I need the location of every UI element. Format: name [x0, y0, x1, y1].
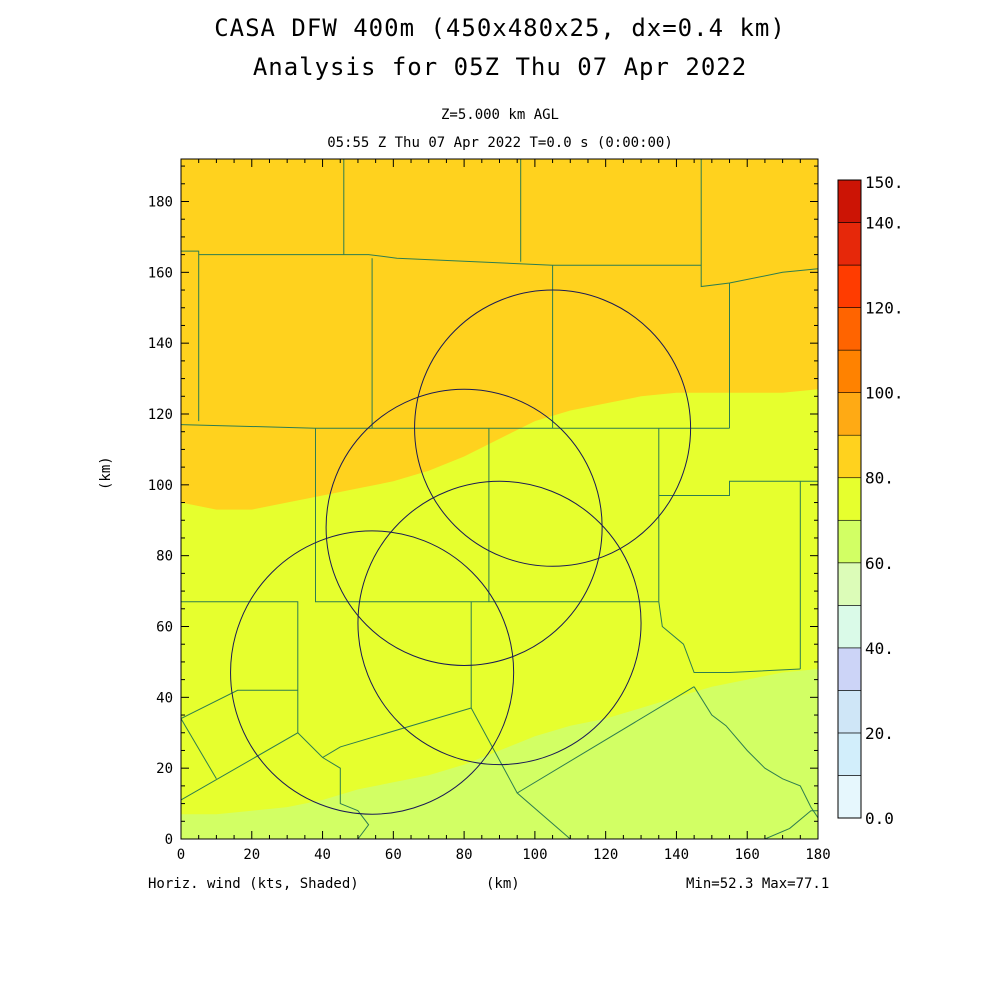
colorbar-swatch — [837, 222, 862, 266]
y-tick-label: 120 — [148, 407, 173, 423]
y-tick-label: 40 — [156, 690, 173, 706]
y-tick-label: 160 — [148, 265, 173, 281]
y-tick-label: 20 — [156, 761, 173, 777]
x-tick-label: 80 — [456, 847, 473, 863]
x-tick-label: 180 — [805, 847, 830, 863]
colorbar-label: 0.0 — [865, 809, 894, 828]
x-tick-label: 160 — [735, 847, 760, 863]
radar-ring-1 — [414, 289, 692, 567]
county-boundary-0 — [181, 250, 200, 422]
colorbar-label: 140. — [865, 214, 904, 233]
colorbar-swatch — [837, 179, 862, 223]
y-tick-label: 140 — [148, 336, 173, 352]
radar-ring-4 — [230, 530, 515, 815]
y-tick-label: 180 — [148, 195, 173, 211]
colorbar-label: 20. — [865, 724, 894, 743]
colorbar-swatch — [837, 775, 862, 819]
chart-title-line2: Analysis for 05Z Thu 07 Apr 2022 — [252, 53, 748, 81]
y-axis-label: (km) — [98, 456, 114, 490]
colorbar-swatch — [837, 562, 862, 606]
y-tick-label: 60 — [156, 620, 173, 636]
colorbar-swatch — [837, 307, 862, 351]
x-tick-label: 40 — [314, 847, 331, 863]
county-boundary-18 — [470, 601, 571, 839]
colorbar-label: 100. — [865, 384, 904, 403]
time-label: 05:55 Z Thu 07 Apr 2022 T=0.0 s (0:00:00… — [327, 135, 673, 151]
shade-70-80 — [181, 159, 818, 510]
colorbar-label: 120. — [865, 299, 904, 318]
x-tick-label: 120 — [593, 847, 618, 863]
county-boundary-14 — [181, 601, 299, 733]
county-boundary-22 — [322, 757, 370, 839]
colorbar-swatch — [837, 732, 862, 776]
colorbar-swatch — [837, 434, 862, 479]
county-boundary-8 — [181, 424, 730, 429]
county-boundary-19 — [658, 601, 801, 673]
colorbar-swatch — [837, 264, 862, 308]
county-boundary-1 — [198, 254, 702, 266]
colorbar-swatch — [837, 349, 862, 393]
x-axis-label: (km) — [486, 876, 520, 892]
county-boundary-9 — [315, 428, 659, 603]
county-boundary-15 — [181, 689, 298, 720]
level-label: Z=5.000 km AGL — [440, 107, 559, 123]
county-boundary-21 — [693, 686, 818, 819]
chart-title-line1: CASA DFW 400m (450x480x25, dx=0.4 km) — [214, 14, 786, 42]
field-label: Horiz. wind (kts, Shaded) — [148, 876, 359, 892]
colorbar-swatch — [837, 605, 862, 649]
x-tick-label: 100 — [522, 847, 547, 863]
y-tick-label: 0 — [165, 832, 173, 848]
x-tick-label: 60 — [385, 847, 402, 863]
radar-ring-3 — [357, 480, 642, 766]
colorbar-label: 80. — [865, 469, 894, 488]
county-boundary-16 — [181, 718, 217, 780]
colorbar-swatch — [837, 690, 862, 734]
colorbar-swatch — [837, 647, 862, 691]
colorbar-label: 150. — [865, 173, 904, 192]
county-boundary-23 — [764, 810, 818, 839]
x-tick-label: 20 — [243, 847, 260, 863]
county-boundary-12 — [658, 480, 818, 496]
minmax-label: Min=52.3 Max=77.1 — [686, 876, 830, 892]
colorbar-label: 60. — [865, 554, 894, 573]
x-tick-label: 0 — [177, 847, 185, 863]
y-tick-label: 80 — [156, 549, 173, 565]
y-tick-label: 100 — [148, 478, 173, 494]
x-tick-label: 140 — [664, 847, 689, 863]
colorbar-frame — [837, 179, 862, 819]
colorbar-swatch — [837, 477, 862, 521]
county-boundary-20 — [516, 686, 695, 794]
colorbar-swatch — [837, 392, 862, 436]
radar-ring-2 — [325, 388, 603, 666]
colorbar-label: 40. — [865, 639, 894, 658]
colorbar-swatch — [837, 519, 862, 564]
